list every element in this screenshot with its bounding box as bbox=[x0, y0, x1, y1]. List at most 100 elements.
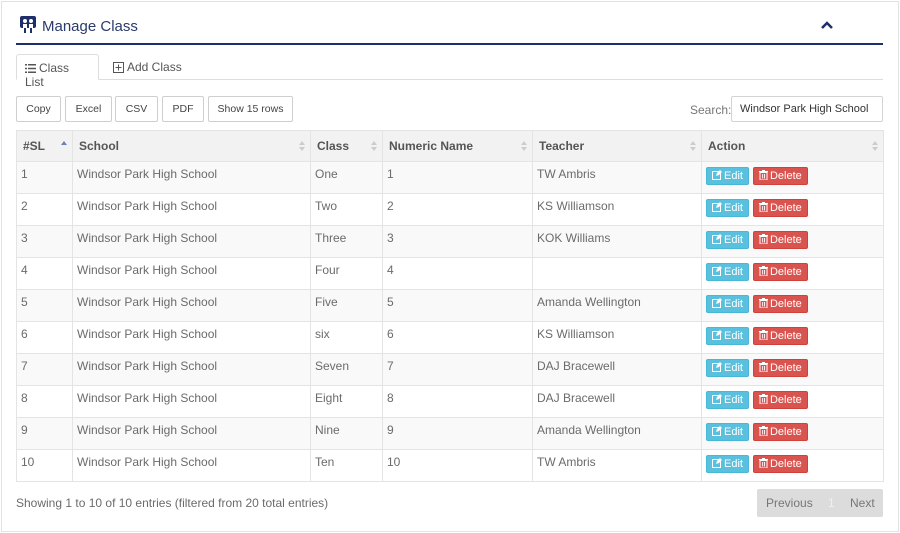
class-table: #SL School Class Numeric Name Teacher Ac… bbox=[16, 130, 884, 482]
cell-school: Windsor Park High School bbox=[72, 385, 311, 418]
column-header-teacher[interactable]: Teacher bbox=[532, 130, 702, 162]
edit-label: Edit bbox=[724, 170, 743, 182]
edit-label: Edit bbox=[724, 426, 743, 438]
sort-icon bbox=[872, 141, 878, 151]
edit-button[interactable]: Edit bbox=[706, 359, 749, 377]
table-row: 3 Windsor Park High School Three 3 KOK Willi… bbox=[16, 225, 884, 258]
edit-button[interactable]: Edit bbox=[706, 455, 749, 473]
cell-sl: 2 bbox=[16, 193, 73, 226]
column-header-action[interactable]: Action bbox=[701, 130, 884, 162]
edit-icon bbox=[712, 234, 722, 244]
cell-sl: 7 bbox=[16, 353, 73, 386]
edit-icon bbox=[712, 170, 722, 180]
delete-button[interactable]: Delete bbox=[752, 199, 808, 217]
edit-button[interactable]: Edit bbox=[706, 263, 749, 281]
cell-class: Eight bbox=[310, 385, 383, 418]
cell-sl: 5 bbox=[16, 289, 73, 322]
cell-sl: 4 bbox=[16, 257, 73, 290]
delete-button[interactable]: Delete bbox=[752, 455, 808, 473]
previous-button[interactable]: Previous bbox=[766, 496, 813, 510]
delete-button[interactable]: Delete bbox=[752, 359, 808, 377]
delete-button[interactable]: Delete bbox=[752, 391, 808, 409]
cell-class: One bbox=[310, 161, 383, 194]
trash-icon bbox=[758, 330, 768, 341]
tab-add-class[interactable]: Add Class bbox=[105, 54, 195, 80]
cell-class: Five bbox=[310, 289, 383, 322]
edit-button[interactable]: Edit bbox=[706, 391, 749, 409]
delete-button[interactable]: Delete bbox=[752, 231, 808, 249]
delete-button[interactable]: Delete bbox=[752, 423, 808, 441]
cell-numeric-name: 7 bbox=[382, 353, 533, 386]
cell-teacher: KS Williamson bbox=[532, 321, 702, 354]
column-header-class[interactable]: Class bbox=[310, 130, 383, 162]
cell-numeric-name: 6 bbox=[382, 321, 533, 354]
delete-label: Delete bbox=[769, 202, 802, 214]
table-row: 7 Windsor Park High School Seven 7 DAJ Brace… bbox=[16, 353, 884, 386]
trash-icon bbox=[758, 234, 768, 245]
edit-button[interactable]: Edit bbox=[706, 167, 749, 185]
edit-button[interactable]: Edit bbox=[706, 295, 749, 313]
edit-button[interactable]: Edit bbox=[706, 231, 749, 249]
excel-button[interactable]: Excel bbox=[65, 96, 112, 122]
edit-label: Edit bbox=[724, 458, 743, 470]
delete-label: Delete bbox=[769, 426, 802, 438]
cell-sl: 1 bbox=[16, 161, 73, 194]
column-header-sl[interactable]: #SL bbox=[16, 130, 73, 162]
csv-button[interactable]: CSV bbox=[115, 96, 158, 122]
cell-class: Seven bbox=[310, 353, 383, 386]
cell-action: Edit Delete bbox=[701, 353, 884, 386]
page-1-button[interactable]: 1 bbox=[828, 496, 835, 510]
next-button[interactable]: Next bbox=[850, 496, 875, 510]
cell-class: Ten bbox=[310, 449, 383, 482]
delete-label: Delete bbox=[769, 330, 802, 342]
cell-teacher: KS Williamson bbox=[532, 193, 702, 226]
table-row: 10 Windsor Park High School Ten 10 TW Ambris… bbox=[16, 449, 884, 482]
cell-sl: 8 bbox=[16, 385, 73, 418]
trash-icon bbox=[758, 458, 768, 469]
cell-class: Two bbox=[310, 193, 383, 226]
copy-button[interactable]: Copy bbox=[16, 96, 61, 122]
cell-teacher bbox=[532, 257, 702, 290]
delete-label: Delete bbox=[769, 458, 802, 470]
cell-school: Windsor Park High School bbox=[72, 321, 311, 354]
trash-icon bbox=[758, 362, 768, 373]
cell-action: Edit Delete bbox=[701, 449, 884, 482]
trash-icon bbox=[758, 170, 768, 181]
table-row: 1 Windsor Park High School One 1 TW Ambris Ed… bbox=[16, 161, 884, 194]
cell-teacher: KOK Williams bbox=[532, 225, 702, 258]
cell-numeric-name: 8 bbox=[382, 385, 533, 418]
chevron-up-icon[interactable] bbox=[820, 20, 834, 30]
cell-teacher: DAJ Bracewell bbox=[532, 353, 702, 386]
edit-icon bbox=[712, 394, 722, 404]
column-header-numeric-name[interactable]: Numeric Name bbox=[382, 130, 533, 162]
column-header-school[interactable]: School bbox=[72, 130, 311, 162]
search-input[interactable] bbox=[731, 96, 883, 122]
cell-class: six bbox=[310, 321, 383, 354]
edit-label: Edit bbox=[724, 266, 743, 278]
show-rows-button[interactable]: Show 15 rows bbox=[208, 96, 293, 122]
cell-teacher: Amanda Wellington bbox=[532, 417, 702, 450]
edit-button[interactable]: Edit bbox=[706, 423, 749, 441]
cell-teacher: TW Ambris bbox=[532, 449, 702, 482]
delete-button[interactable]: Delete bbox=[752, 167, 808, 185]
tab-bar: Class List Add Class bbox=[16, 54, 883, 89]
delete-button[interactable]: Delete bbox=[752, 295, 808, 313]
delete-button[interactable]: Delete bbox=[752, 327, 808, 345]
edit-button[interactable]: Edit bbox=[706, 199, 749, 217]
search-label: Search: bbox=[690, 103, 732, 117]
cell-school: Windsor Park High School bbox=[72, 353, 311, 386]
cell-numeric-name: 2 bbox=[382, 193, 533, 226]
edit-label: Edit bbox=[724, 298, 743, 310]
delete-label: Delete bbox=[769, 394, 802, 406]
cell-teacher: DAJ Bracewell bbox=[532, 385, 702, 418]
cell-school: Windsor Park High School bbox=[72, 257, 311, 290]
cell-school: Windsor Park High School bbox=[72, 225, 311, 258]
delete-button[interactable]: Delete bbox=[752, 263, 808, 281]
tab-class-list[interactable]: Class List bbox=[16, 54, 99, 89]
edit-button[interactable]: Edit bbox=[706, 327, 749, 345]
pdf-button[interactable]: PDF bbox=[162, 96, 204, 122]
edit-icon bbox=[712, 458, 722, 468]
cell-numeric-name: 4 bbox=[382, 257, 533, 290]
edit-icon bbox=[712, 202, 722, 212]
table-row: 6 Windsor Park High School six 6 KS Williams… bbox=[16, 321, 884, 354]
